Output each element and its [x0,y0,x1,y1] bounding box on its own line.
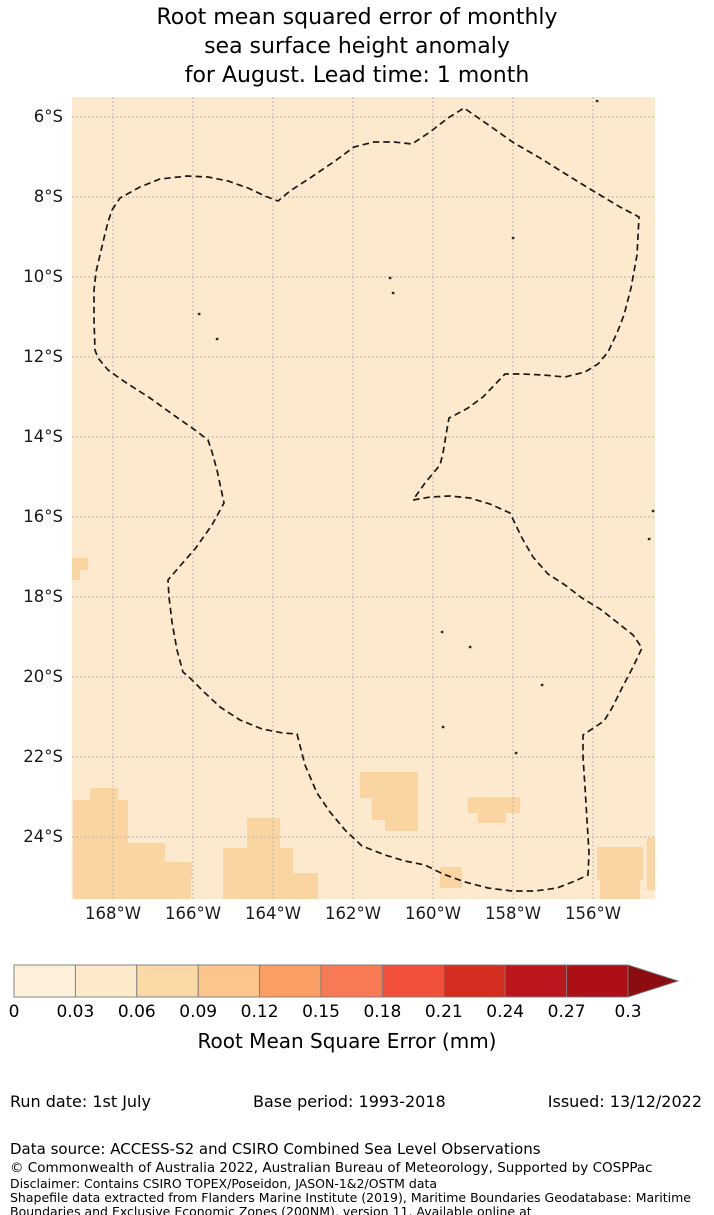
colorbar-bin [259,964,322,998]
colorbar-bin [443,964,506,998]
x-tick-label: 162°W [324,904,382,923]
x-tick-label: 166°W [164,904,222,923]
y-tick-label: 6°S [33,107,63,126]
colorbar-tick-label: 0.18 [363,1002,402,1022]
disclaimer-text: Disclaimer: Contains CSIRO TOPEX/Poseido… [10,1176,438,1191]
island-mark [391,291,395,295]
colorbar-bin [504,964,568,998]
island-mark [514,751,518,755]
shapefile-attribution-line2: Boundaries and Exclusive Economic Zones … [10,1204,532,1215]
y-tick-label: 8°S [33,187,63,206]
copyright-text: © Commonwealth of Australia 2022, Austra… [10,1160,653,1176]
colorbar-tick-label: 0.12 [240,1002,279,1022]
colorbar-tick-label: 0.3 [614,1002,642,1022]
y-tick-label: 18°S [23,587,63,606]
rmse-patch [440,867,462,888]
colorbar-tick-label: 0.15 [302,1002,340,1022]
rmse-patch [150,862,192,878]
rmse-patch [385,819,418,831]
island-mark [468,645,472,649]
y-tick-label: 14°S [23,427,63,446]
island-mark [511,236,515,240]
colorbar-tick-label: 0.24 [486,1002,525,1022]
rmse-patch [90,788,118,801]
island-mark [388,276,392,280]
x-tick-label: 156°W [564,904,622,923]
rmse-patch [223,873,318,899]
island-mark [441,725,445,729]
map-canvas [72,97,655,899]
issued-date-text: Issued: 13/12/2022 [547,1092,702,1111]
island-mark [540,683,544,687]
rmse-patch [72,558,88,570]
rmse-patch [360,772,418,798]
y-tick-label: 12°S [23,347,63,366]
colorbar-bin [136,964,199,998]
x-tick-label: 160°W [404,904,462,923]
colorbar-tick-label: 0 [8,1002,20,1022]
y-tick-label: 16°S [23,507,63,526]
colorbar-bin [197,964,261,998]
x-tick-label: 158°W [484,904,542,923]
colorbar-tick-label: 0.27 [547,1002,586,1022]
chart-title-line1: Root mean squared error of monthly [156,5,558,30]
rmse-patch [72,570,80,580]
colorbar-tick-label: 0.21 [424,1002,463,1022]
run-info-row: Run date: 1st July Base period: 1993-201… [10,1092,702,1111]
island-mark [197,312,201,316]
colorbar-extend-arrow [627,964,680,998]
y-tick-label: 22°S [23,747,63,766]
y-tick-label: 24°S [23,827,63,846]
colorbar-bin [566,964,629,998]
chart-title: Root mean squared error of monthly sea s… [0,3,714,90]
rmse-patch [478,812,506,823]
x-tick-label: 164°W [244,904,302,923]
rmse-patch [372,797,418,820]
rmse-patch [73,843,165,875]
shapefile-attribution-line1: Shapefile data extracted from Flanders M… [10,1190,691,1205]
colorbar-bin [13,964,76,998]
eez-boundary-outline [93,106,643,892]
x-tick-label: 168°W [84,904,142,923]
rmse-patch [468,797,520,813]
y-tick-label: 10°S [23,267,63,286]
colorbar-label: Root Mean Square Error (mm) [197,1029,497,1053]
island-mark [215,337,219,341]
y-tick-label: 20°S [23,667,63,686]
island-mark [647,537,651,541]
colorbar-bin [381,964,445,998]
rmse-patch [223,848,293,875]
island-mark [440,630,444,634]
rmse-patch [247,818,280,848]
rmse-patch [647,838,655,890]
data-source-text: Data source: ACCESS-S2 and CSIRO Combine… [10,1140,541,1158]
run-date-text: Run date: 1st July [10,1092,151,1111]
rmse-patch [600,878,640,899]
colorbar-tick-label: 0.09 [179,1002,218,1022]
colorbar-bin [74,964,138,998]
map-area [72,97,655,899]
island-mark [651,509,655,513]
colorbar-tick-label: 0.06 [117,1002,156,1022]
island-mark [595,99,599,103]
base-period-text: Base period: 1993-2018 [253,1092,446,1111]
chart-title-line2: sea surface height anomaly [204,34,510,59]
chart-title-line3: for August. Lead time: 1 month [184,63,530,88]
rmse-patch [597,847,643,880]
colorbar-tick-label: 0.03 [56,1002,95,1022]
colorbar-bin [320,964,383,998]
colorbar [13,964,680,998]
